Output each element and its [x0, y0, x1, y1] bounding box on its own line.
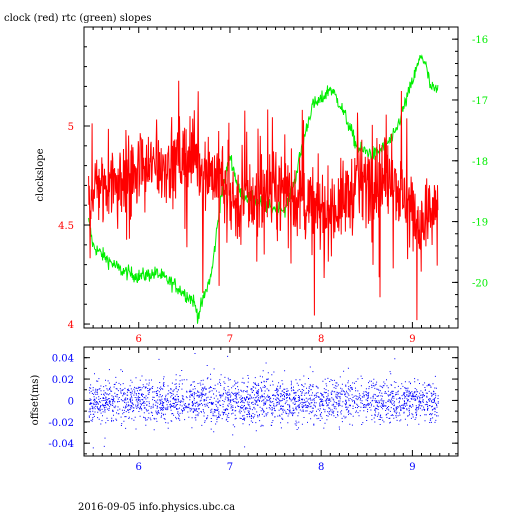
x-tick-label: 8 [318, 334, 324, 345]
y-right-tick-label: -17 [472, 96, 488, 107]
footer-credit: 2016-09-05 info.physics.ubc.ca [78, 502, 235, 512]
y-right-tick-label: -19 [472, 218, 488, 229]
clock-series-line [88, 80, 439, 321]
offset-axes: 6 7 8 9 0.04 0.02 0 -0.02 -0.04 [48, 347, 458, 473]
x-tick-label: 9 [409, 334, 415, 345]
offset-x-tick-label: 6 [136, 462, 142, 473]
offset-y-tick-label: -0.04 [48, 439, 74, 450]
offset-y-tick-label: 0.02 [52, 375, 74, 386]
slopes-series [88, 54, 439, 324]
offset-series [88, 353, 439, 449]
y-axis-label-left: clockslope [35, 148, 46, 201]
offset-x-tick-label: 7 [227, 462, 233, 473]
offset-scatter-points [88, 353, 439, 449]
y-left-tick-label: 5 [68, 122, 74, 133]
y-left-tick-label: 4.5 [58, 221, 74, 232]
offset-x-tick-label: 9 [409, 462, 415, 473]
y-right-tick-label: -20 [472, 278, 488, 289]
offset-x-tick-label: 8 [318, 462, 324, 473]
slopes-axes: 6 7 8 9 4 4.5 5 -16 -17 -18 -19 -20 [58, 27, 488, 345]
slopes-frame [83, 26, 459, 329]
y-right-tick-label: -16 [472, 35, 488, 46]
offset-frame [83, 346, 459, 457]
x-tick-label: 7 [227, 334, 233, 345]
y-right-tick-label: -18 [472, 157, 488, 168]
slopes-panel: 6 7 8 9 4 4.5 5 -16 -17 -18 -19 -20 clockslope [35, 26, 488, 345]
y-left-tick-label: 4 [68, 320, 74, 331]
offset-y-tick-label: 0.04 [52, 354, 74, 365]
y-axis-label-offset: offset(ms) [30, 375, 41, 426]
x-tick-label: 6 [136, 334, 142, 345]
chart-title: clock (red) rtc (green) slopes [4, 13, 152, 24]
offset-panel: 6 7 8 9 0.04 0.02 0 -0.02 -0.04 offset(ms) [30, 346, 459, 473]
offset-y-tick-label: -0.02 [48, 418, 74, 429]
offset-y-tick-label: 0 [68, 396, 74, 407]
